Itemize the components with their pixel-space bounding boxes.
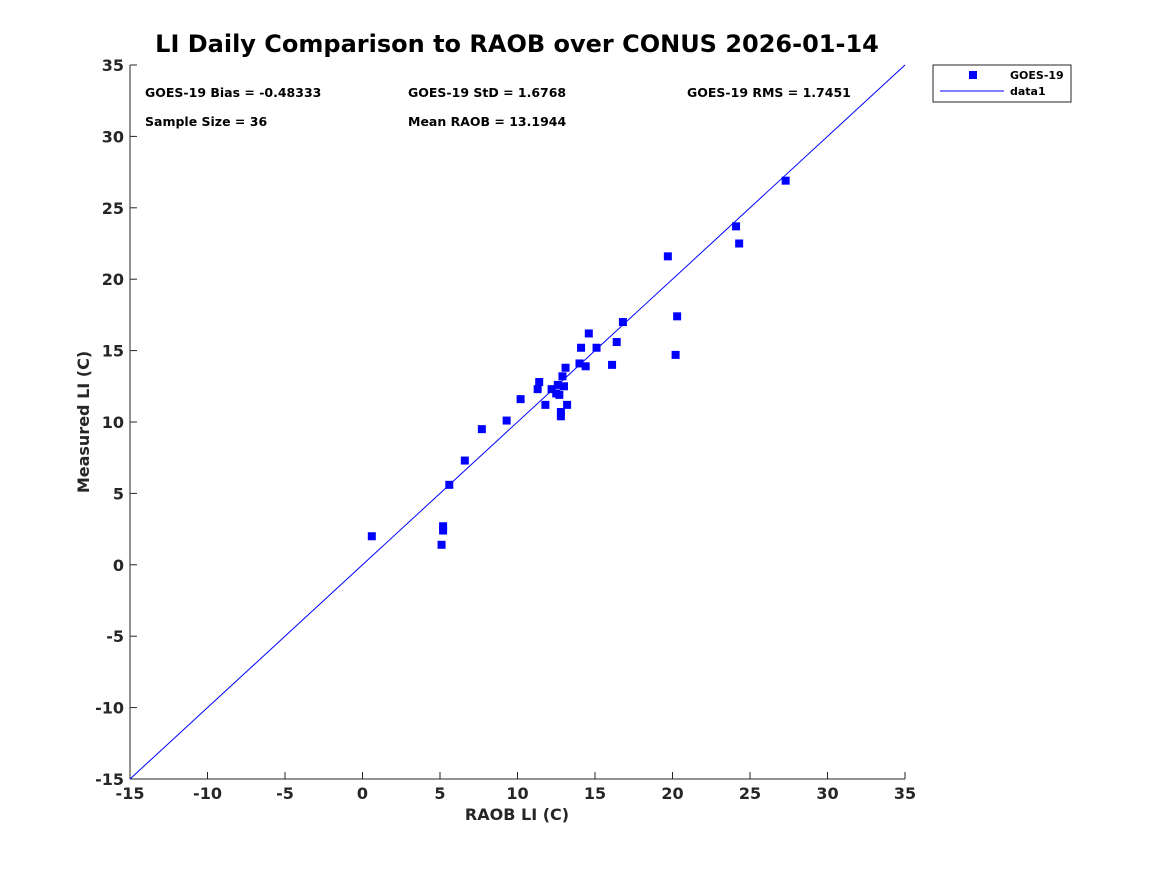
data-point bbox=[612, 338, 621, 347]
legend: GOES-19 data1 bbox=[932, 64, 1072, 103]
y-axis-label: Measured LI (C) bbox=[74, 351, 93, 493]
data-point bbox=[592, 343, 601, 352]
data-point bbox=[561, 363, 570, 372]
data-point bbox=[533, 385, 542, 394]
data-point bbox=[563, 400, 572, 409]
mean-raob-annotation: Mean RAOB = 13.1944 bbox=[408, 114, 566, 129]
legend-label-data1: data1 bbox=[1010, 85, 1046, 98]
y-tick-label: 30 bbox=[102, 127, 124, 146]
goes-19-point-series bbox=[367, 176, 790, 549]
data-point bbox=[547, 385, 556, 394]
y-tick-label: 15 bbox=[102, 342, 124, 361]
data-point bbox=[560, 382, 568, 391]
x-tick-label: 0 bbox=[357, 784, 368, 803]
bias-annotation: GOES-19 Bias = -0.48333 bbox=[145, 85, 321, 100]
data-point bbox=[618, 318, 627, 327]
y-tick-label: 20 bbox=[102, 270, 124, 289]
data-point bbox=[477, 425, 486, 434]
y-tick-label: 5 bbox=[113, 484, 124, 503]
data-point bbox=[553, 380, 562, 389]
y-tick-label: 10 bbox=[102, 413, 124, 432]
data-point bbox=[732, 222, 741, 231]
y-tick-label: -15 bbox=[95, 770, 124, 789]
x-tick-label: 10 bbox=[506, 784, 528, 803]
x-tick-label: -15 bbox=[116, 784, 145, 803]
x-tick-label: -5 bbox=[276, 784, 294, 803]
legend-marker-goes-19 bbox=[969, 71, 977, 79]
x-tick-label: 15 bbox=[584, 784, 606, 803]
x-tick-label: 30 bbox=[816, 784, 838, 803]
data-point bbox=[516, 395, 525, 404]
data-point bbox=[439, 522, 448, 531]
x-tick-label: 25 bbox=[739, 784, 761, 803]
data-point bbox=[735, 239, 744, 248]
data-point bbox=[555, 390, 564, 399]
stats-annotations: GOES-19 Bias = -0.48333 GOES-19 StD = 1.… bbox=[145, 85, 851, 129]
data-point bbox=[575, 359, 584, 368]
data-point bbox=[663, 252, 672, 261]
y-tick-label: 35 bbox=[102, 56, 124, 75]
data-point bbox=[558, 372, 567, 381]
std-annotation: GOES-19 StD = 1.6768 bbox=[408, 85, 566, 100]
y-tick-label: -5 bbox=[106, 627, 124, 646]
data-point bbox=[608, 360, 617, 369]
x-axis-ticks: -15 -10 -5 0 5 10 15 20 25 30 35 bbox=[116, 772, 916, 803]
data-point bbox=[460, 456, 469, 465]
y-axis-ticks: -15 -10 -5 0 5 10 15 20 25 30 35 bbox=[95, 56, 137, 789]
sample-size-annotation: Sample Size = 36 bbox=[145, 114, 267, 129]
chart-title: LI Daily Comparison to RAOB over CONUS 2… bbox=[155, 30, 879, 58]
data-point bbox=[535, 378, 544, 387]
y-tick-label: 25 bbox=[102, 199, 124, 218]
data-point bbox=[781, 176, 790, 185]
data-point bbox=[671, 350, 680, 359]
rms-annotation: GOES-19 RMS = 1.7451 bbox=[687, 85, 851, 100]
data1-line-series bbox=[129, 64, 906, 780]
y-tick-label: 0 bbox=[113, 556, 124, 575]
x-tick-label: 35 bbox=[894, 784, 916, 803]
data-point bbox=[502, 416, 511, 425]
x-tick-label: 5 bbox=[434, 784, 445, 803]
x-tick-label: 20 bbox=[661, 784, 683, 803]
data-point bbox=[439, 526, 448, 535]
data-point bbox=[556, 408, 565, 417]
legend-box bbox=[932, 64, 1072, 103]
data-point bbox=[584, 329, 593, 338]
x-tick-label: -10 bbox=[193, 784, 222, 803]
data-point bbox=[556, 412, 565, 421]
data-point bbox=[541, 400, 550, 409]
data-point bbox=[581, 362, 590, 371]
data-point bbox=[367, 532, 376, 541]
data-point bbox=[577, 343, 586, 352]
data1-line bbox=[129, 64, 906, 780]
y-tick-label: -10 bbox=[95, 699, 124, 718]
legend-label-goes-19: GOES-19 bbox=[1010, 69, 1064, 82]
data-point bbox=[437, 540, 446, 549]
x-axis-label: RAOB LI (C) bbox=[465, 805, 569, 824]
data-point bbox=[673, 312, 682, 321]
data-point bbox=[445, 480, 454, 489]
